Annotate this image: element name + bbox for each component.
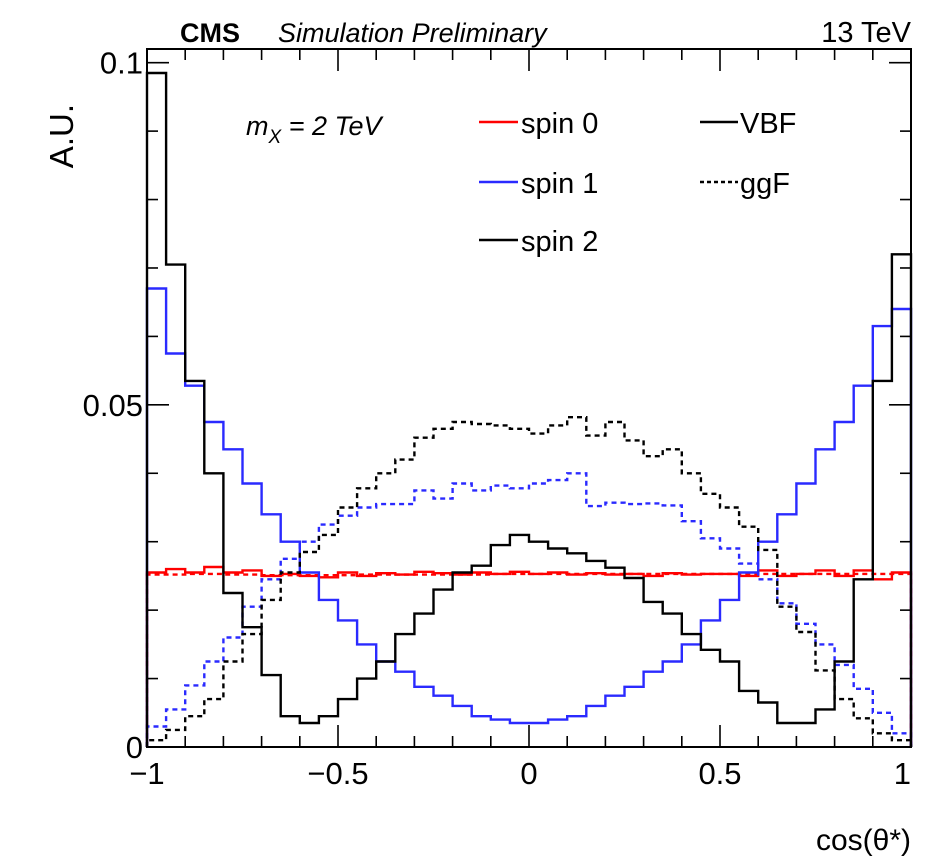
legend-label-spin0: spin 0 [521, 108, 598, 140]
series-spin-0-vbf [145, 565, 913, 747]
mass-value: = 2 TeV [281, 111, 384, 141]
series-spin-1-vbf [145, 287, 913, 747]
legend-label-ggf: ggF [740, 168, 790, 200]
legend: spin 0 spin 1 spin 2 VBF ggF [479, 108, 796, 258]
mass-symbol: m [246, 111, 269, 141]
experiment-label: CMS [180, 18, 240, 48]
y-tick-label: 0.1 [100, 46, 143, 81]
x-tick-label: 0 [520, 756, 537, 791]
status-label: Simulation Preliminary [278, 18, 548, 48]
series-layer [145, 71, 913, 747]
series-spin-1-ggf [145, 472, 913, 747]
x-tick-label: −1 [129, 756, 164, 791]
series-spin-2-vbf [145, 71, 913, 747]
x-axis-title: cos(θ*) [816, 824, 911, 857]
y-tick-label: 0 [126, 730, 143, 765]
legend-label-spin2: spin 2 [521, 226, 598, 258]
y-tick-label: 0.05 [83, 388, 143, 423]
ticks-layer: −1 −0.5 0 0.5 1 0 0.05 0.1 [83, 46, 912, 791]
legend-label-spin1: spin 1 [521, 168, 598, 200]
y-axis-title: A.U. [43, 104, 80, 168]
plot-frame [146, 48, 912, 748]
x-tick-label: 1 [894, 756, 911, 791]
x-tick-label: −0.5 [307, 756, 368, 791]
series-spin-2-ggf [145, 416, 913, 747]
x-tick-label: 0.5 [698, 756, 741, 791]
energy-label: 13 TeV [821, 17, 911, 49]
mass-annotation: mX = 2 TeV [246, 111, 385, 148]
legend-label-vbf: VBF [740, 108, 796, 140]
mass-subscript: X [268, 127, 283, 148]
